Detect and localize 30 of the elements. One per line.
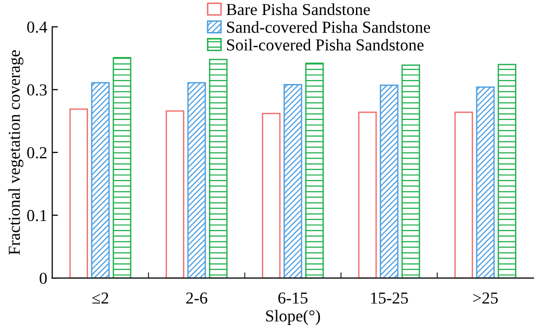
bar	[305, 62, 324, 278]
legend-label: Bare Pisha Sandstone	[226, 3, 370, 16]
y-tick-label: 0.3	[27, 84, 47, 96]
x-tick-label: 6-15	[278, 292, 308, 304]
y-tick-label: 0.1	[27, 210, 46, 222]
bar	[498, 64, 516, 278]
bar	[401, 64, 420, 278]
x-tick-label: >25	[473, 292, 498, 304]
legend-label: Sand-covered Pisha Sandstone	[227, 21, 430, 33]
bar	[476, 86, 495, 278]
y-tick-label: 0.2	[27, 147, 46, 158]
bar	[358, 112, 377, 278]
bar	[187, 82, 206, 278]
y-tick-label: 0.4	[27, 22, 48, 33]
bar	[380, 84, 398, 278]
bar	[454, 112, 474, 278]
bar	[208, 58, 228, 278]
x-tick-label: ≤2	[92, 292, 108, 304]
x-tick-label: 2-6	[186, 292, 208, 304]
bar	[262, 112, 281, 278]
x-tick-label: 15-25	[371, 292, 408, 304]
y-axis-title: Fractional vegetation coverage	[8, 50, 24, 255]
bar	[166, 110, 184, 278]
bar	[91, 82, 110, 278]
bar	[69, 108, 88, 278]
x-axis-title: Slope(°)	[266, 310, 320, 325]
y-tick-label: 0	[40, 272, 47, 284]
bar	[284, 84, 302, 278]
bar	[112, 56, 132, 278]
legend-label: Soil-covered Pisha Sandstone	[227, 38, 424, 51]
